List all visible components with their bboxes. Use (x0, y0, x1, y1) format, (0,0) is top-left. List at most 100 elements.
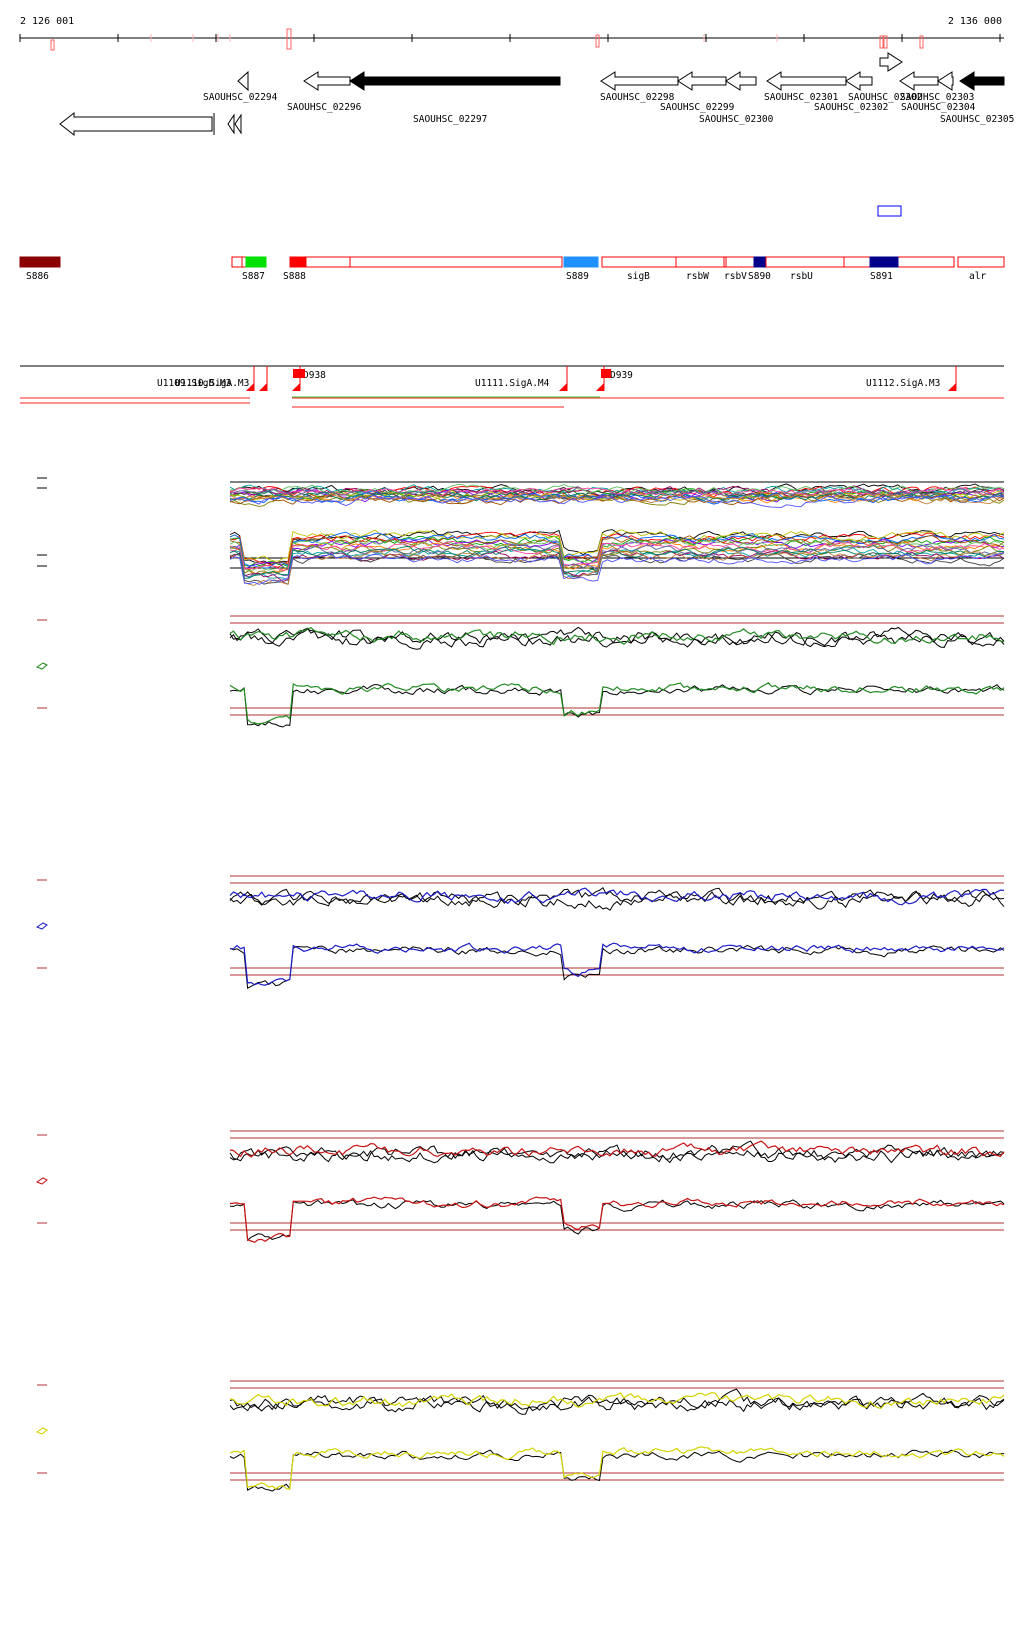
start-coordinate: 2 126 001 (20, 16, 74, 27)
axis-feature-marker (595, 34, 600, 48)
promoter-label: U1111.SigA.M4 (475, 378, 550, 389)
segment-label: rsbV (724, 271, 747, 282)
axis-feature-marker (50, 39, 55, 51)
expression-trace (229, 534, 1005, 571)
segment-feature[interactable]: S887 (242, 256, 267, 282)
segment-feature[interactable]: S890 (748, 256, 771, 282)
expression-trace (229, 1391, 1005, 1410)
segment-box (869, 256, 899, 268)
gene-label: SAOUHSC_02304 (901, 102, 976, 113)
expression-trace (229, 1449, 1004, 1492)
segment-feature[interactable]: alr (957, 256, 1005, 282)
gene-label: SAOUHSC_02296 (287, 102, 362, 113)
segment-feature[interactable]: rsbU (765, 256, 845, 282)
end-coordinate: 2 136 000 (948, 16, 1002, 27)
gene-arrow (303, 71, 351, 91)
segment-feature[interactable]: S886 (19, 256, 61, 282)
promoter-feature[interactable]: U1110.SigA.M3 (175, 366, 268, 391)
promoter-flag (292, 383, 300, 391)
gene-feature[interactable]: SAOUHSC_02302 (848, 52, 922, 103)
gene-arrow (600, 71, 679, 91)
gene-feature[interactable]: SAOUHSC_02301 (764, 71, 847, 103)
segment-box (957, 256, 1005, 268)
segment-outline (843, 256, 955, 268)
promoter-flag (948, 383, 956, 391)
promoter-feature[interactable]: U1109.SigB.M3 (157, 366, 255, 391)
promoter-label: U1110.SigA.M3 (175, 378, 249, 389)
expression-panels (35, 477, 1005, 1492)
gene-arrow (349, 71, 561, 91)
expression-trace (229, 1392, 1005, 1415)
segment-track: S886 S887 S888 S889 sigB rsbW rsbV S890 rsbU S891… (19, 256, 1005, 282)
gene-feature[interactable]: SAOUHSC_02305 (940, 71, 1014, 125)
region-marker-box (877, 205, 902, 217)
panel-legend-glyph (35, 1427, 48, 1435)
gene-arrow (227, 113, 235, 135)
gene-feature[interactable]: SAOUHSC_02298 (600, 71, 679, 103)
gene-feature[interactable]: SAOUHSC_02296 (287, 71, 362, 113)
gene-feature[interactable]: SAOUHSC_02299 (660, 71, 735, 113)
segment-box (675, 256, 725, 268)
segment-label: S886 (26, 271, 49, 282)
expression-trace (229, 544, 1005, 578)
expression-trace (229, 538, 1005, 572)
expression-trace (229, 887, 1005, 911)
expression-trace (229, 1446, 1005, 1490)
gene-feature[interactable]: SAOUHSC_02303 (899, 71, 974, 103)
panel-legend-glyph (35, 662, 48, 670)
expression-trace (229, 491, 1005, 505)
segment-feature[interactable]: S888 (283, 256, 307, 282)
gene-arrow (899, 71, 939, 91)
gene-arrow (845, 71, 873, 91)
promoter-flag (559, 383, 567, 391)
expression-trace (229, 552, 1005, 585)
gene-arrow (766, 71, 847, 91)
promoter-feature[interactable]: U1112.SigA.M3 (866, 366, 957, 391)
segment-outline (349, 256, 563, 268)
promoter-label: U1109.SigB.M3 (157, 378, 231, 389)
gene-feature[interactable]: SAOUHSC_02302 (814, 71, 888, 113)
expression-panel (35, 1380, 1005, 1492)
expression-trace (230, 543, 1005, 576)
gene-label: SAOUHSC_02294 (203, 92, 278, 103)
gene-label: SAOUHSC_02300 (699, 114, 774, 125)
segment-feature[interactable]: sigB (601, 256, 677, 282)
expression-trace (229, 1199, 1005, 1242)
gene-feature[interactable]: SAOUHSC_02297 (349, 71, 561, 125)
segment-outline (241, 256, 247, 268)
gene-row-2 (59, 111, 242, 137)
gene-track: SAOUHSC_02294 SAOUHSC_02296 SAOUHSC_02297 S… (59, 52, 1014, 137)
gene-label: SAOUHSC_02298 (600, 92, 675, 103)
expression-trace (229, 549, 1005, 586)
promoter-box (601, 369, 611, 378)
promoter-label: D939 (610, 370, 633, 381)
gene-label: SAOUHSC_02305 (940, 114, 1014, 125)
expression-panel (35, 615, 1005, 728)
segment-outline (601, 256, 727, 268)
segment-outline (231, 256, 243, 268)
segment-box (601, 256, 677, 268)
segment-label: rsbW (686, 271, 709, 282)
panel-legend-glyph (35, 922, 48, 930)
expression-panel (37, 477, 1005, 586)
coordinate-axis: 2 126 001 2 136 000 (19, 16, 1004, 51)
expression-trace (229, 627, 1005, 646)
gene-feature[interactable]: SAOUHSC_02304 (901, 71, 976, 113)
gene-label: SAOUHSC_02297 (413, 114, 487, 125)
segment-label: S889 (566, 271, 589, 282)
segment-label: S890 (748, 271, 771, 282)
segment-label: alr (969, 271, 986, 282)
promoter-feature[interactable]: U1111.SigA.M4 (475, 366, 568, 391)
gene-arrow (937, 71, 954, 91)
segment-feature[interactable]: S889 (563, 256, 599, 282)
expression-panel (35, 875, 1005, 989)
promoter-box (293, 369, 305, 378)
promoter-label: D938 (303, 370, 326, 381)
gene-feature[interactable]: SAOUHSC_02294 (203, 70, 278, 103)
panel-legend-glyph (35, 1177, 48, 1185)
segment-feature[interactable]: rsbW (675, 256, 725, 282)
expression-panel (35, 1130, 1005, 1243)
gene-feature[interactable]: SAOUHSC_02300 (699, 71, 774, 125)
segment-feature[interactable]: S891 (869, 256, 899, 282)
